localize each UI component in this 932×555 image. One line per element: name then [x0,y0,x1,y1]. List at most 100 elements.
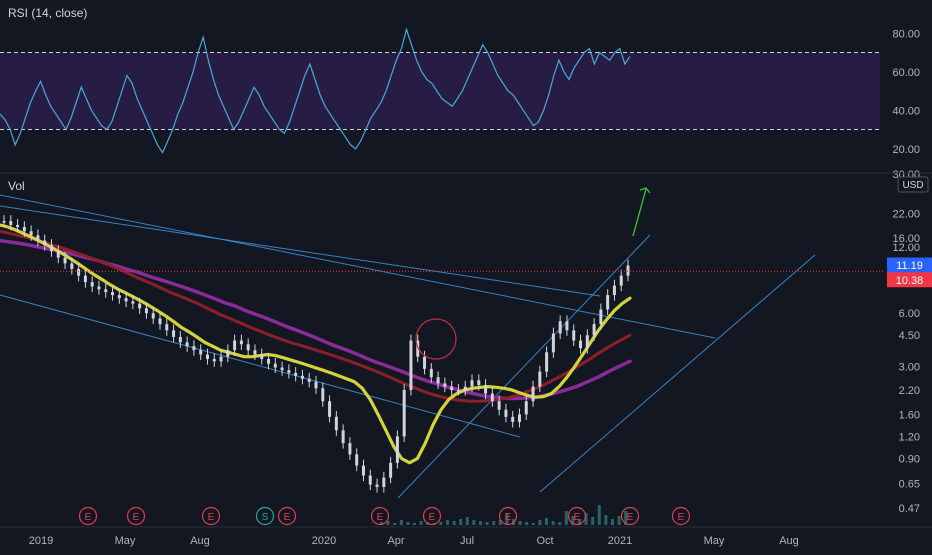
candle-body [260,354,264,359]
earnings-marker[interactable] [201,506,221,526]
candle-body [416,340,420,357]
ma-fast-line [0,223,632,465]
volume-bar [571,516,575,525]
candle-body [178,336,182,343]
volume-bar [446,520,449,525]
earnings-marker[interactable] [370,506,390,526]
candle-body [36,235,40,241]
candle-body [219,356,223,362]
price-tick-label: 0.65 [899,478,920,490]
highlight-circle[interactable] [415,318,457,360]
earnings-marker[interactable] [422,506,442,526]
candle-body [558,321,562,334]
candle-body [382,477,386,487]
candle-body [395,436,399,463]
currency-badge[interactable] [897,176,929,193]
candle-body [341,430,345,444]
candle-body [63,257,67,264]
candle-body [280,367,284,371]
trendline[interactable] [397,234,651,499]
candle-body [328,401,332,417]
trendline[interactable] [0,194,716,339]
candle-body [579,340,583,349]
time-axis-label: Oct [536,535,553,547]
earnings-marker-label: E [627,512,634,523]
candle-body [90,282,94,287]
candle-body [117,295,121,299]
candle-body [267,358,271,364]
split-marker[interactable] [255,506,275,526]
currency-label: USD [902,180,923,191]
trendline[interactable] [539,254,816,493]
earnings-marker-label: E [208,512,215,523]
candle-body [300,375,304,379]
ma-mid-line [0,229,632,403]
candle-body [29,231,33,236]
price-tick-label: 3.00 [899,361,920,373]
candle-body [273,363,277,368]
candle-body [490,393,494,402]
price-tick-label: 1.20 [899,431,920,443]
candle-body [104,289,108,293]
volume-bar [459,519,463,525]
volume-bar [525,522,529,525]
rsi-panel[interactable]: RSI (14, close) 80.0060.0040.0020.0030.0… [0,6,920,181]
price-panel[interactable]: Vol 22.00 16.00 6.00 4.50 3.00 2.20 1.60 1.20 0.… [0,179,920,525]
volume-label[interactable]: Vol [8,179,25,193]
up-arrow-annotation[interactable] [632,187,651,237]
candle-body [70,263,74,269]
price-tick-label: 6.00 [899,308,920,320]
earnings-marker[interactable] [126,506,146,526]
candle-body [429,368,433,378]
arrow-shaft [632,188,647,237]
candle-body [497,401,501,410]
last-price-text: 11.19 [896,260,923,272]
earnings-marker-label: E [133,512,140,523]
earnings-marker[interactable] [620,506,640,526]
volume-bar [413,523,416,525]
earnings-marker[interactable] [671,506,691,526]
earnings-marker[interactable] [78,506,98,526]
volume-bar [518,521,522,525]
candle-body [22,227,26,232]
trendline[interactable] [0,205,601,297]
volume-bar [465,517,469,525]
candle-body [538,371,542,387]
candle-body [450,386,454,391]
ref-price-badge: 10.38 [887,272,932,288]
rsi-tick-label: 60.00 [892,67,920,79]
earnings-marker[interactable] [567,506,587,526]
candle-body [592,324,596,336]
candle-body [246,344,250,351]
time-axis-label: Aug [190,535,210,547]
trendline[interactable] [0,294,521,438]
time-axis-label: Apr [387,535,404,547]
rsi-indicator-label[interactable]: RSI (14, close) [8,6,87,20]
candle-body [294,372,298,376]
time-axis-label: Aug [779,535,799,547]
volume-bar [538,520,542,525]
candle-body [389,462,393,478]
trendlines[interactable] [0,194,816,499]
time-axis-label: 2020 [312,535,336,547]
earnings-marker-label: E [85,512,92,523]
time-axis[interactable]: 2019 May Aug 2020 Apr Jul Oct 2021 May Aug [29,535,799,547]
candle-body [551,333,555,353]
split-marker-label: S [262,512,269,523]
candle-body [172,330,176,337]
time-axis-label: 2019 [29,535,53,547]
candle-body [131,301,135,304]
volume-bar [558,522,562,525]
volume-bar [617,516,621,525]
candle-body [205,354,209,359]
volume-bar [452,521,456,525]
volume-bar [406,522,410,525]
earnings-marker[interactable] [498,506,518,526]
earnings-marker-label: E [505,512,512,523]
time-axis-label: Jul [460,535,474,547]
earnings-marker[interactable] [277,506,297,526]
volume-bar [505,513,509,525]
candle-body [144,308,148,314]
